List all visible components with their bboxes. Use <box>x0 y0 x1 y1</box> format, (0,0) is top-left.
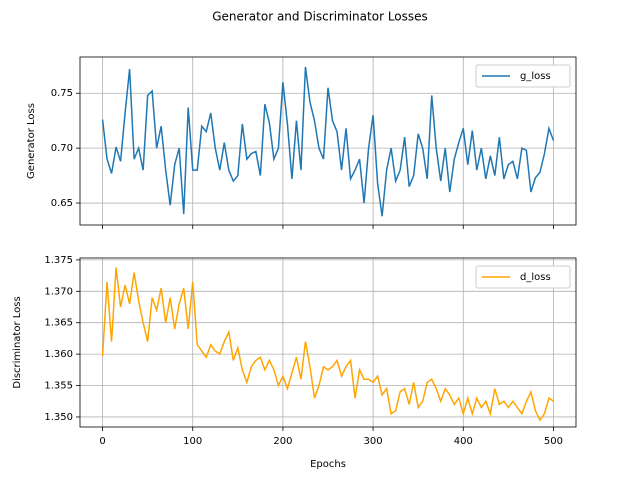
y-tick-label: 1.355 <box>44 381 73 392</box>
y-tick-label: 0.70 <box>51 143 73 154</box>
x-tick-label: 0 <box>99 436 105 447</box>
x-tick-label: 100 <box>183 436 202 447</box>
axes-frame <box>79 257 577 428</box>
chart-title: Generator and Discriminator Losses <box>212 10 428 24</box>
y-tick-label: 0.65 <box>51 198 73 209</box>
y-axis-label: Discriminator Loss <box>12 296 23 388</box>
legend-label: g_loss <box>520 71 551 82</box>
y-axis-label: Generator Loss <box>26 103 37 179</box>
legend-box <box>475 265 571 289</box>
y-tick-label: 1.370 <box>44 286 73 297</box>
y-tick-label: 0.75 <box>51 88 73 99</box>
y-tick-label: 1.375 <box>44 255 73 266</box>
y-tick-label: 1.360 <box>44 349 73 360</box>
y-tick-label: 1.350 <box>44 412 73 423</box>
x-tick-label: 300 <box>364 436 383 447</box>
y-tick-label: 1.365 <box>44 318 73 329</box>
x-tick-label: 200 <box>273 436 292 447</box>
data-line <box>101 267 554 422</box>
legend-label: d_loss <box>520 272 551 283</box>
x-tick-label: 400 <box>454 436 473 447</box>
x-axis-label: Epochs <box>310 459 346 470</box>
axes-frame <box>79 56 577 226</box>
legend-box <box>475 64 571 88</box>
x-tick-label: 500 <box>544 436 563 447</box>
data-line <box>101 66 555 217</box>
